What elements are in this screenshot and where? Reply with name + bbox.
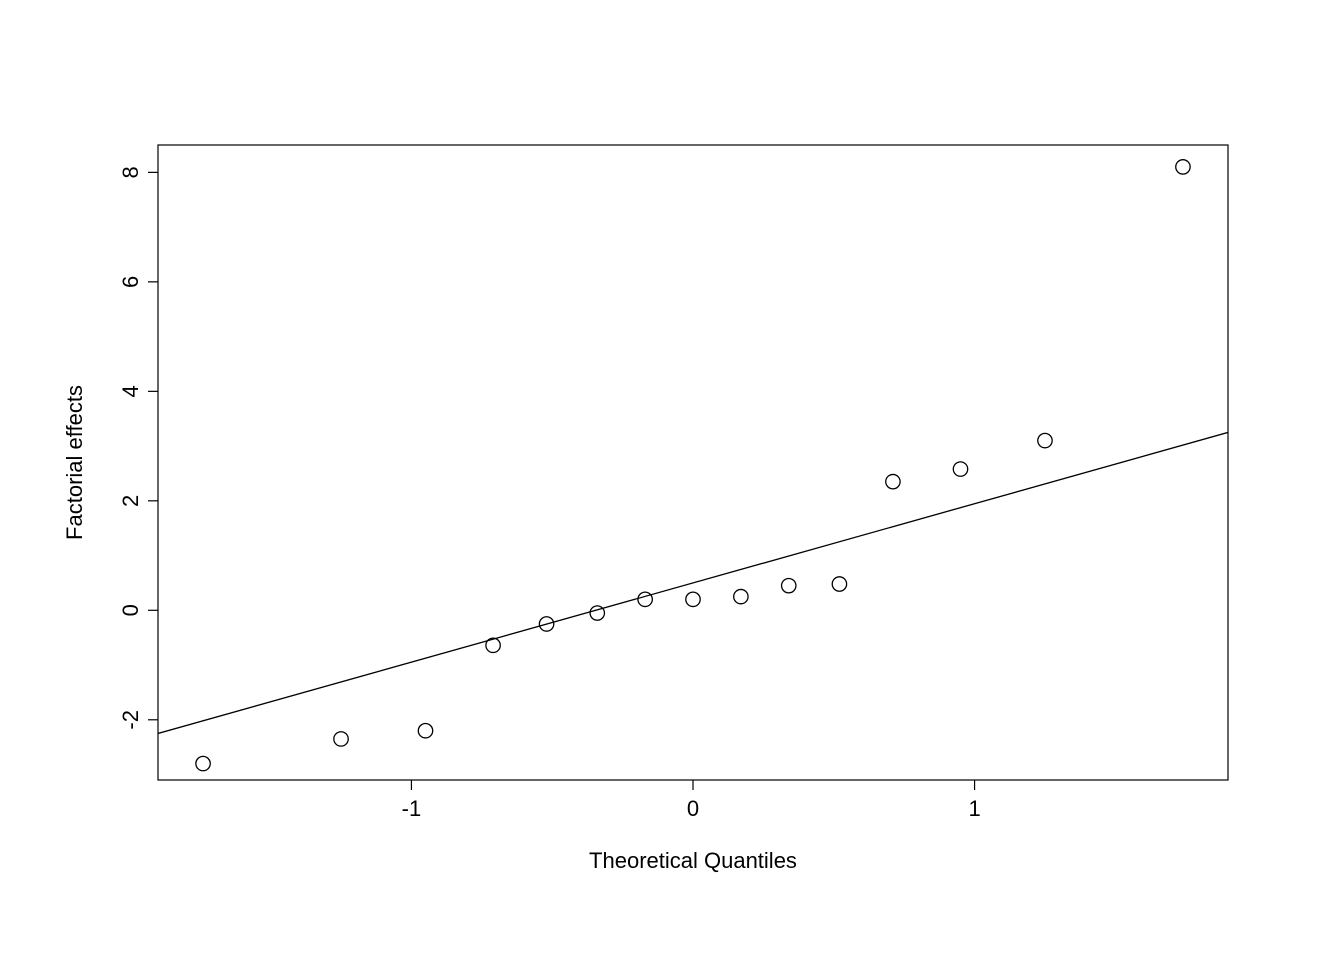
x-tick-label: 0	[687, 796, 699, 821]
data-point	[590, 606, 604, 620]
data-point	[486, 638, 500, 652]
data-point	[638, 592, 652, 606]
data-point	[734, 589, 748, 603]
plot-box	[158, 145, 1228, 780]
y-tick-label: 2	[118, 495, 143, 507]
y-tick-label: -2	[118, 710, 143, 730]
data-point	[334, 732, 348, 746]
x-tick-label: 1	[968, 796, 980, 821]
data-point	[832, 577, 846, 591]
y-tick-label: 0	[118, 604, 143, 616]
x-axis-label: Theoretical Quantiles	[589, 848, 797, 873]
y-tick-label: 4	[118, 385, 143, 397]
data-point	[196, 756, 210, 770]
y-tick-label: 8	[118, 166, 143, 178]
data-point	[686, 592, 700, 606]
data-point	[1176, 160, 1190, 174]
y-tick-label: 6	[118, 276, 143, 288]
x-tick-label: -1	[402, 796, 422, 821]
data-point	[418, 724, 432, 738]
reference-line	[158, 432, 1228, 733]
data-point	[1038, 433, 1052, 447]
plot-area	[158, 160, 1228, 771]
data-point	[886, 474, 900, 488]
y-axis-label: Factorial effects	[62, 385, 87, 540]
data-point	[953, 462, 967, 476]
qq-plot: -1 0 1 -2 0 2 4 6 8 Theoretical Quantiles Factoria…	[0, 0, 1344, 960]
data-point	[782, 578, 796, 592]
